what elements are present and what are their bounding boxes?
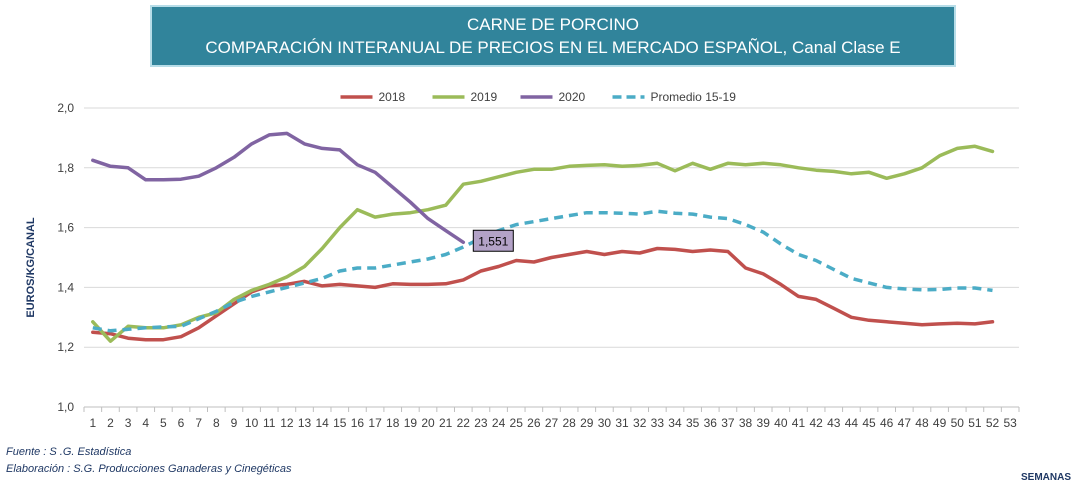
y-tick-label: 1,0 (57, 400, 74, 414)
x-tick-label: 8 (213, 416, 220, 430)
x-tick-label: 46 (880, 416, 894, 430)
annotation-box (472, 229, 514, 252)
x-tick-label: 52 (986, 416, 1000, 430)
x-tick-label: 50 (951, 416, 965, 430)
x-tick-label: 41 (792, 416, 806, 430)
x-tick-label: 34 (668, 416, 682, 430)
x-tick-label: 31 (615, 416, 629, 430)
x-tick-label: 10 (245, 416, 259, 430)
x-tick-label: 47 (898, 416, 912, 430)
x-tick-label: 37 (721, 416, 735, 430)
x-tick-label: 9 (231, 416, 238, 430)
x-tick-label: 12 (280, 416, 294, 430)
x-tick-label: 48 (915, 416, 929, 430)
y-tick-label: 1,8 (57, 161, 74, 175)
x-tick-label: 6 (178, 416, 185, 430)
x-tick-label: 16 (351, 416, 365, 430)
y-axis-label: EUROS/KG/CANAL (25, 217, 37, 318)
y-tick-label: 1,6 (57, 221, 74, 235)
x-tick-label: 44 (845, 416, 859, 430)
series-line-2019 (91, 144, 995, 343)
x-tick-label: 24 (492, 416, 506, 430)
x-tick-label: 1 (89, 416, 96, 430)
x-tick-label: 7 (195, 416, 202, 430)
y-tick-label: 1,2 (57, 340, 74, 354)
x-tick-label: 13 (298, 416, 312, 430)
chart-subtitle: COMPARACIÓN INTERANUAL DE PRECIOS EN EL … (205, 38, 901, 57)
x-tick-label: 25 (510, 416, 524, 430)
legend-label: 2019 (471, 90, 498, 104)
x-tick-label: 40 (774, 416, 788, 430)
x-tick-label: 4 (142, 416, 149, 430)
x-tick-label: 20 (421, 416, 435, 430)
x-tick-label: 30 (598, 416, 612, 430)
x-tick-label: 51 (968, 416, 982, 430)
x-tick-label: 49 (933, 416, 947, 430)
x-tick-label: 21 (439, 416, 453, 430)
chart-title-box: CARNE DE PORCINO COMPARACIÓN INTERANUAL … (150, 5, 956, 67)
x-tick-label: 23 (474, 416, 488, 430)
elaboration-note: Elaboración : S.G. Producciones Ganadera… (6, 463, 292, 475)
x-tick-label: 53 (1003, 416, 1017, 430)
x-tick-label: 5 (160, 416, 167, 430)
x-tick-label: 17 (368, 416, 382, 430)
x-tick-label: 28 (562, 416, 576, 430)
legend-label: 2020 (559, 90, 586, 104)
x-tick-label: 39 (757, 416, 771, 430)
x-tick-label: 18 (386, 416, 400, 430)
chart-title: CARNE DE PORCINO (467, 15, 639, 34)
x-tick-label: 32 (633, 416, 647, 430)
x-tick-label: 27 (545, 416, 559, 430)
y-tick-label: 1,4 (57, 280, 74, 294)
x-tick-label: 2 (107, 416, 114, 430)
x-tick-label: 45 (862, 416, 876, 430)
series-line-2020 (91, 131, 466, 245)
legend-label: 2018 (379, 90, 406, 104)
x-tick-label: 22 (457, 416, 471, 430)
x-tick-label: 14 (315, 416, 329, 430)
x-tick-label: 29 (580, 416, 594, 430)
x-tick-label: 15 (333, 416, 347, 430)
y-tick-label: 2,0 (57, 101, 74, 115)
x-tick-label: 26 (527, 416, 541, 430)
annotation-label: 1,551 (478, 234, 508, 248)
legend-label: Promedio 15-19 (651, 90, 737, 104)
series-line-2018 (91, 246, 995, 342)
x-tick-label: 19 (404, 416, 418, 430)
x-tick-label: 35 (686, 416, 700, 430)
x-tick-label: 11 (263, 416, 276, 430)
x-axis-label: SEMANAS (1020, 472, 1071, 483)
source-note: Fuente : S .G. Estadística (6, 446, 132, 458)
x-tick-label: 3 (125, 416, 132, 430)
x-tick-label: 43 (827, 416, 841, 430)
x-tick-label: 36 (704, 416, 718, 430)
series-line-promedio-15-19 (92, 209, 993, 333)
x-tick-label: 42 (809, 416, 823, 430)
x-tick-label: 33 (651, 416, 665, 430)
x-tick-label: 38 (739, 416, 753, 430)
